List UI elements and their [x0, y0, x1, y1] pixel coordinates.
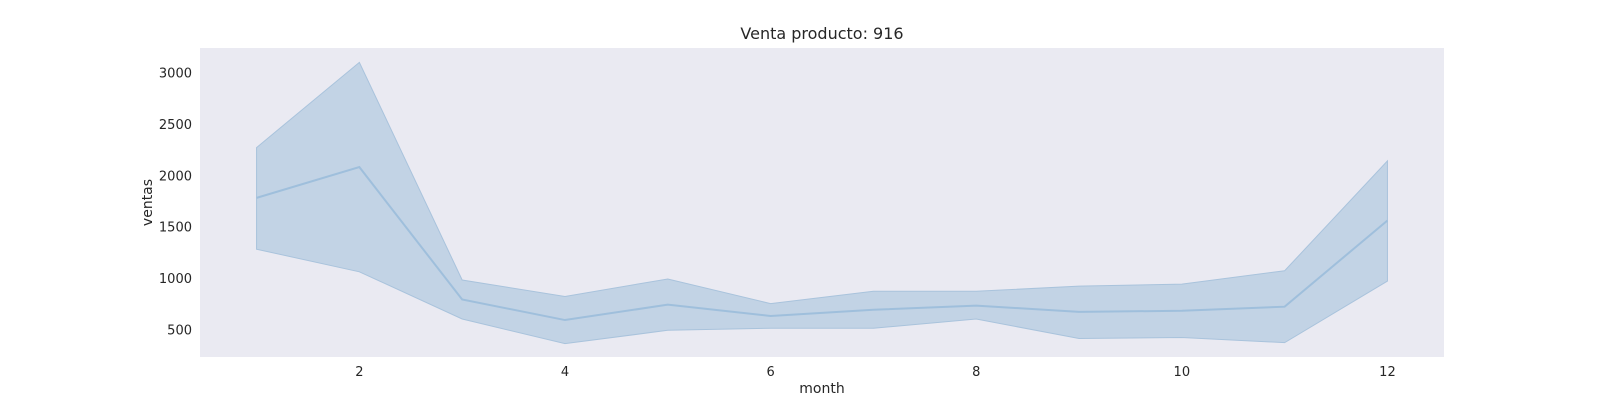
x-axis-ticks: 2 4 6 8 10 12	[355, 365, 1396, 380]
y-tick-label: 2000	[159, 169, 192, 184]
confidence-band-layer	[256, 61, 1388, 345]
y-axis-ticks: 500 1000 1500 2000 2500 3000	[159, 67, 192, 339]
series-line-layer	[256, 165, 1389, 322]
series-line	[256, 165, 1389, 322]
y-tick-label: 500	[167, 323, 192, 338]
x-axis-label: month	[799, 381, 844, 397]
x-tick-label: 4	[561, 365, 569, 380]
x-tick-label: 12	[1379, 365, 1396, 380]
y-axis-label: ventas	[140, 179, 156, 226]
x-tick-label: 6	[766, 365, 774, 380]
chart-title: Venta producto: 916	[740, 24, 903, 43]
x-tick-label: 2	[355, 365, 363, 380]
x-tick-label: 10	[1174, 365, 1191, 380]
y-tick-label: 1500	[159, 221, 192, 236]
confidence-band	[256, 61, 1388, 345]
y-tick-label: 1000	[159, 272, 192, 287]
y-tick-label: 3000	[159, 67, 192, 82]
y-tick-label: 2500	[159, 118, 192, 133]
x-tick-label: 8	[972, 365, 980, 380]
